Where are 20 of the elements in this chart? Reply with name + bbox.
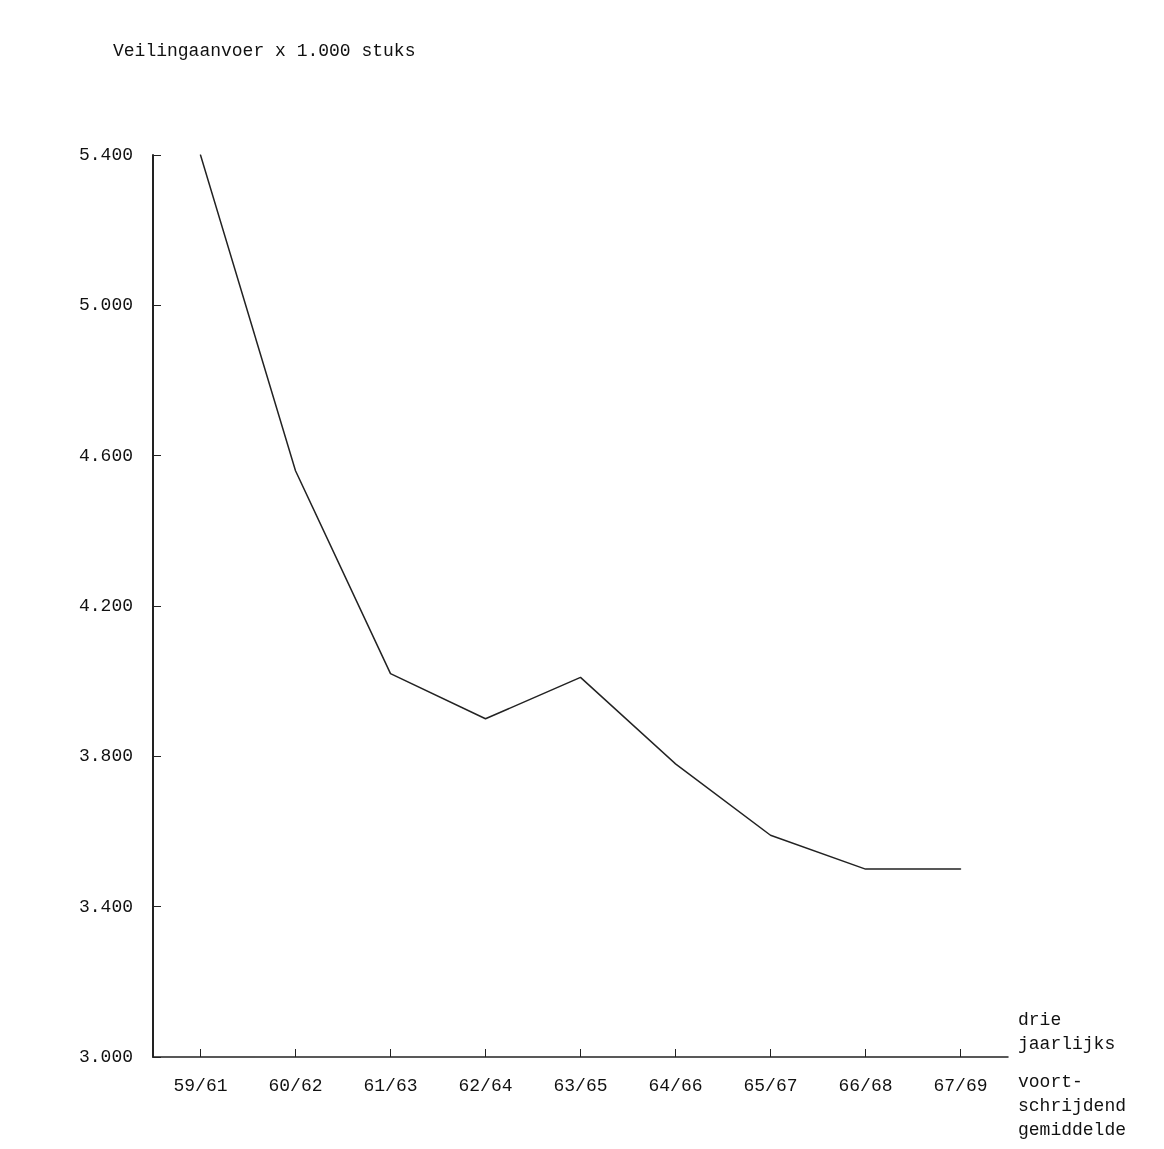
y-tick-label: 4.600 (78, 445, 133, 466)
text: drie jaarlijks (1018, 1010, 1116, 1054)
y-tick-label: 4.200 (78, 596, 133, 616)
x-tick-label: 65/67 (743, 1076, 798, 1096)
x-tick-label: 63/65 (553, 1076, 608, 1096)
y-tick-label: 5.000 (78, 295, 133, 316)
x-tick-label: 62/64 (458, 1076, 513, 1096)
x-tick-label: 59/61 (173, 1076, 228, 1096)
x-tick-label: 66/68 (838, 1076, 893, 1096)
x-tick-label: 60/62 (268, 1076, 323, 1096)
y-tick-label: 5.400 (78, 145, 133, 165)
y-tick-label: 3.800 (78, 746, 133, 767)
text: voort- schrijdend gemiddelde (1018, 1072, 1127, 1140)
y-tick-label: 3.400 (78, 896, 133, 917)
x-tick-label: 64/66 (648, 1076, 703, 1096)
y-axis-title: Veilingaanvoer x 1.000 stuks (113, 41, 416, 61)
line-series (199, 154, 962, 870)
y-tick-label: 3.000 (78, 1047, 133, 1067)
x-tick-label: 61/63 (363, 1076, 418, 1096)
x-tick-label: 67/69 (933, 1076, 988, 1096)
